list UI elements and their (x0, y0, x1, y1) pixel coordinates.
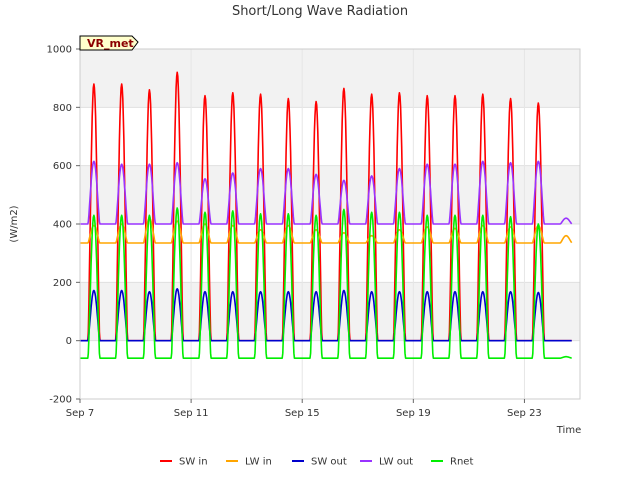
plot-band (80, 282, 580, 341)
plot-band (80, 49, 580, 108)
legend-label-rnet: Rnet (450, 457, 473, 468)
x-tick-label: Sep 15 (285, 408, 320, 419)
y-tick-label: 200 (53, 278, 72, 289)
y-tick-label: 600 (53, 161, 72, 172)
legend-label-sw-out: SW out (311, 457, 347, 468)
y-tick-label: 1000 (47, 45, 72, 56)
series-line-lw-in (79, 217, 573, 244)
chart-title: Short/Long Wave Radiation (232, 4, 408, 19)
station-tag-box (79, 35, 139, 51)
x-tick-label: Sep 11 (174, 408, 209, 419)
plot-band (80, 165, 580, 224)
y-axis-label: (W/m2) (9, 205, 20, 242)
series-line-sw-out (79, 287, 572, 342)
series-lines (79, 71, 573, 360)
x-axis-label: Time (556, 425, 581, 436)
plot-band (80, 224, 580, 283)
y-tick-label: 0 (66, 336, 72, 347)
x-tick-label: Sep 23 (507, 408, 542, 419)
y-tick-label: 800 (53, 103, 72, 114)
legend: SW in LW in SW out LW out Rnet (160, 457, 473, 468)
series-line-rnet (79, 207, 572, 360)
plot-band (80, 107, 580, 166)
plot-band (80, 340, 580, 399)
y-tick-label: -200 (49, 395, 72, 406)
legend-label-sw-in: SW in (179, 457, 208, 468)
plot-bands (80, 49, 580, 399)
legend-label-lw-out: LW out (379, 457, 413, 468)
series-line-lw-out (79, 160, 573, 225)
y-tick-label: 400 (53, 220, 72, 231)
station-tag-label: VR_met (87, 37, 134, 50)
legend-label-lw-in: LW in (245, 457, 272, 468)
station-tag: VR_met (79, 35, 139, 51)
x-tick-label: Sep 7 (66, 408, 94, 419)
y-axis-ticks: -200 0 200 400 600 800 1000 (47, 45, 80, 406)
x-axis-ticks: Sep 7 Sep 11 Sep 15 Sep 19 Sep 23 (66, 399, 542, 419)
x-tick-label: Sep 19 (396, 408, 431, 419)
